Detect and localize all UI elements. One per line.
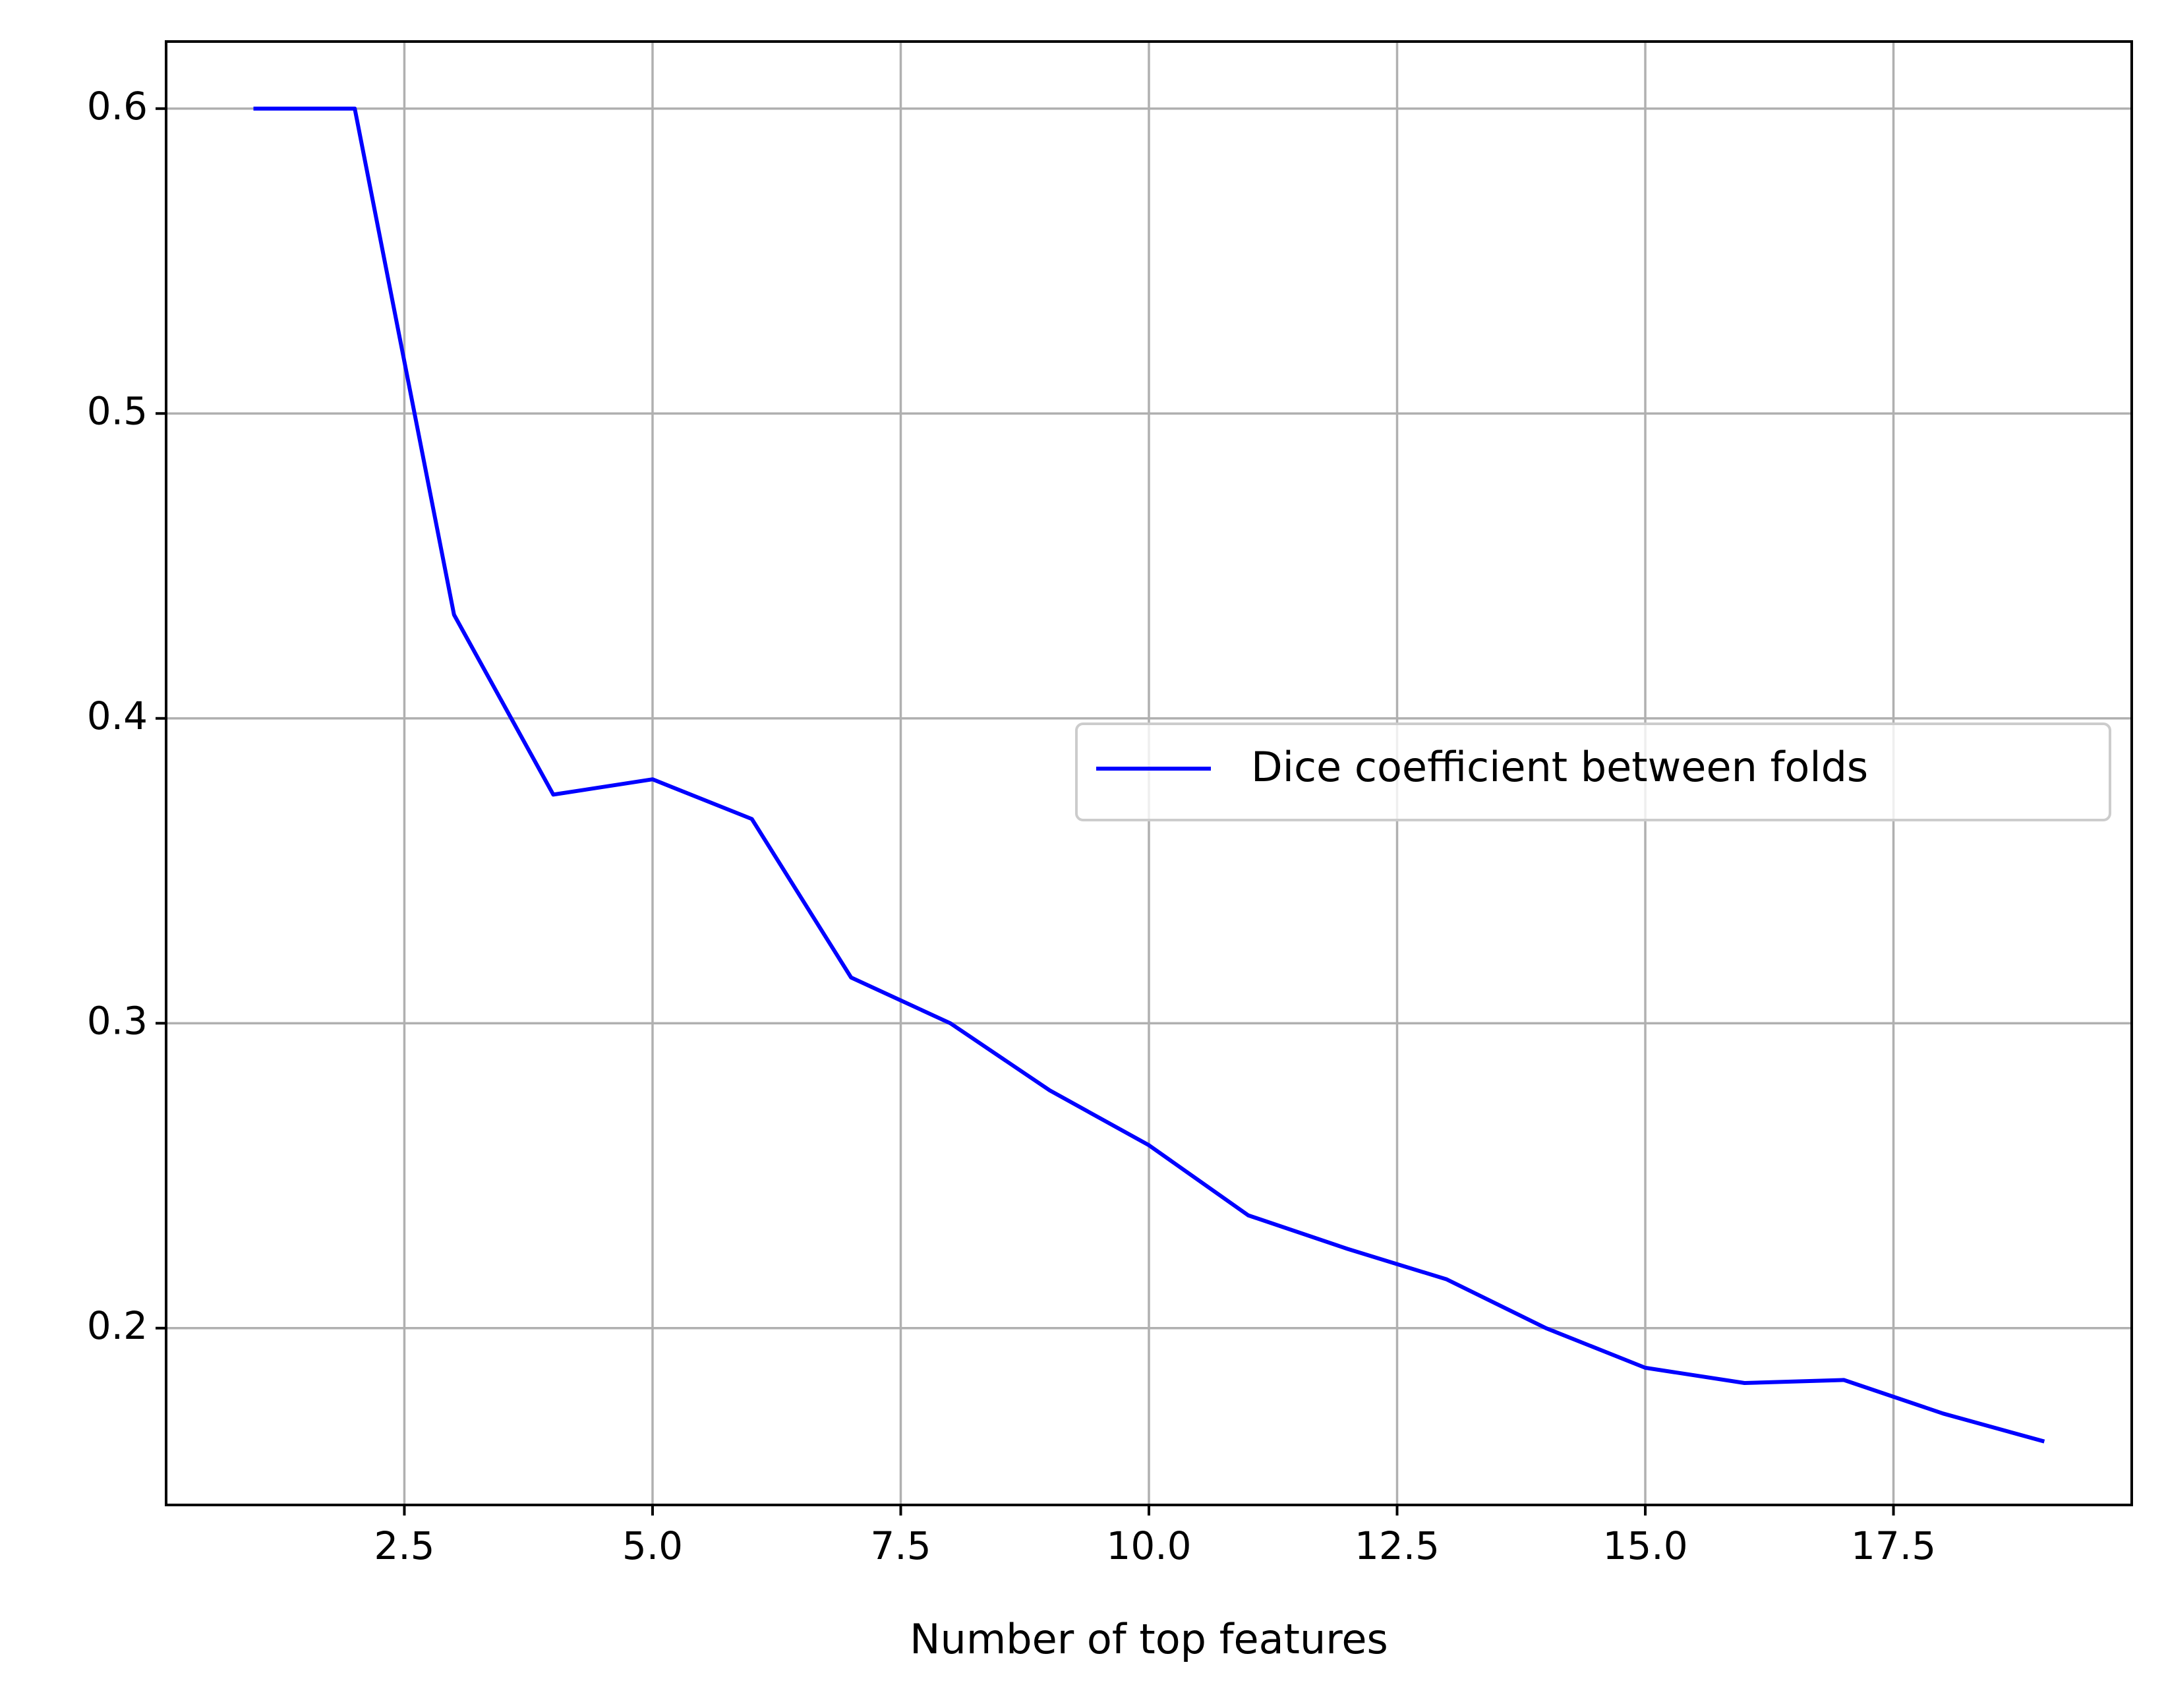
y-tick-label: 0.3 [87,998,148,1043]
x-axis-label: Number of top features [910,1615,1388,1663]
legend-box [1075,722,2111,821]
y-axis: 0.2 0.3 0.4 0.5 0.6 [87,84,166,1348]
series-layer [253,106,2045,1444]
series-line [253,106,2045,1444]
x-tick-label: 7.5 [870,1523,931,1568]
x-tick-label: 5.0 [622,1523,683,1568]
x-tick-label: 15.0 [1602,1523,1687,1568]
legend-label: Dice coefficient between folds [1251,743,1868,791]
x-tick-label: 12.5 [1355,1523,1440,1568]
y-tick-label: 0.4 [87,693,148,738]
x-tick-label: 2.5 [374,1523,434,1568]
x-axis: 2.5 5.0 7.5 10.0 12.5 15.0 17.5 [374,1505,1936,1568]
y-tick-label: 0.2 [87,1303,148,1348]
x-tick-label: 10.0 [1106,1523,1191,1568]
x-tick-label: 17.5 [1851,1523,1936,1568]
y-tick-label: 0.6 [87,84,148,129]
y-tick-label: 0.5 [87,388,148,433]
legend: Dice coefficient between folds [1075,722,2111,821]
